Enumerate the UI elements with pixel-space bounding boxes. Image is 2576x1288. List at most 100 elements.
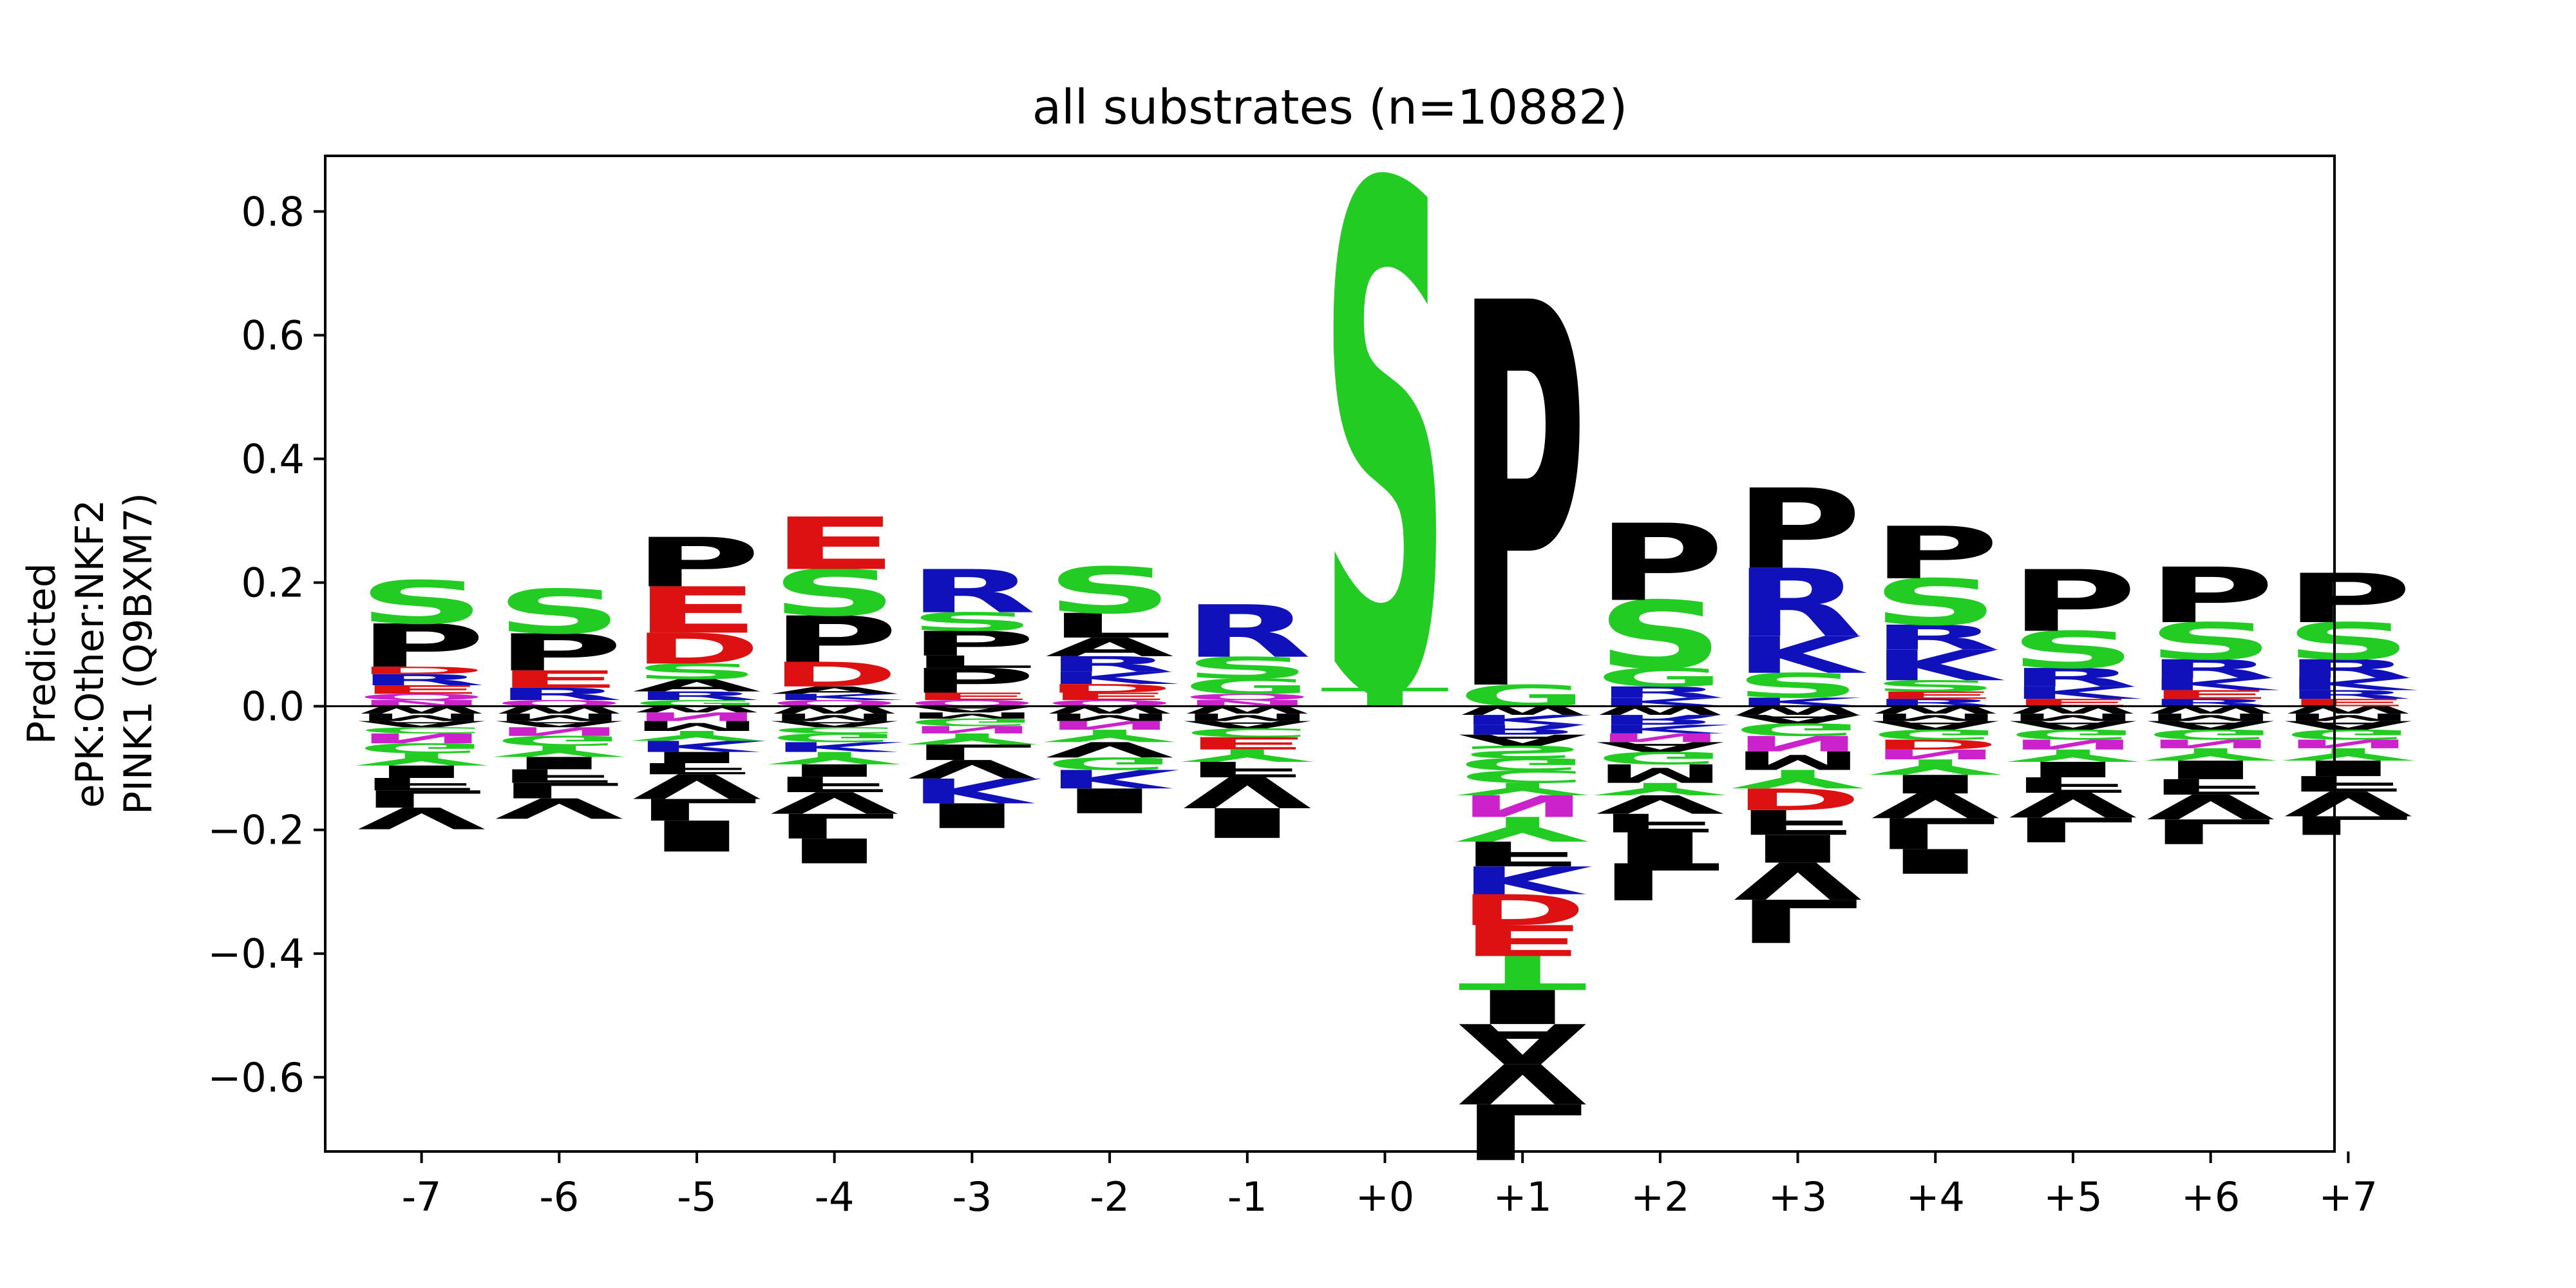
logo-glyph-letter: V	[2146, 786, 2275, 826]
logo-glyph-a: A	[1596, 739, 1724, 755]
logo-glyph-letter: Y	[2007, 746, 2140, 766]
logo-glyph-letter: M	[632, 718, 761, 734]
logo-glyph-k: K	[1734, 626, 1868, 685]
logo-glyph-letter: L	[1045, 606, 1173, 645]
logo-glyph-i: I	[632, 748, 761, 766]
logo-glyph-letter: R	[1871, 618, 2000, 658]
logo-glyph-letter: R	[632, 689, 761, 703]
logo-glyph-letter: V	[632, 766, 761, 806]
logo-glyph-k: K	[1458, 712, 1592, 728]
logo-glyph-letter: L	[2284, 810, 2412, 840]
logo-glyph-letter: G	[908, 716, 1036, 728]
logo-glyph-i: I	[1871, 769, 2000, 799]
logo-glyph-d: D	[1871, 736, 2000, 752]
logo-glyph-letter: I	[908, 795, 1036, 835]
logo-glyph-letter: Y	[2145, 744, 2277, 764]
logo-glyph-letter: N	[1871, 746, 2000, 762]
logo-glyph-letter: P	[908, 661, 1036, 701]
logo-glyph-letter: L	[2146, 811, 2275, 851]
logo-glyph-letter: V	[1871, 785, 2000, 824]
logo-glyph-s: S	[1321, 44, 1449, 852]
logo-glyph-f: F	[495, 765, 623, 787]
logo-glyph-letter: V	[1183, 767, 1311, 817]
x-tick-label: -5	[677, 1173, 717, 1220]
logo-glyph-p: P	[770, 603, 898, 677]
logo-glyph-l: L	[1871, 808, 2000, 858]
x-tick-label: -6	[539, 1173, 579, 1220]
logo-glyph-m: M	[2009, 711, 2137, 723]
logo-glyph-letter: M	[495, 711, 623, 723]
logo-glyph-e: E	[357, 683, 486, 696]
logo-glyph-y: Y	[1732, 764, 1864, 793]
logo-glyph-letter: M	[1183, 711, 1311, 723]
logo-glyph-s: S	[1596, 582, 1724, 690]
logo-glyph-e: E	[908, 690, 1036, 702]
logo-glyph-letter: I	[2009, 757, 2137, 781]
logo-glyph-v: V	[1734, 851, 1862, 910]
logo-glyph-letter: E	[908, 690, 1036, 702]
logo-glyph-s: S	[1871, 566, 2000, 640]
logo-glyph-l: L	[357, 785, 486, 813]
logo-glyph-letter: C	[357, 725, 486, 735]
logo-glyph-k: K	[1045, 764, 1179, 793]
logo-glyph-letter: Y	[1457, 809, 1589, 848]
logo-glyph-i: I	[1458, 979, 1586, 1033]
logo-glyph-letter: D	[1734, 781, 1862, 815]
logo-glyph-i: I	[632, 811, 761, 860]
logo-glyph-i: I	[1596, 822, 1724, 872]
logo-glyph-letter: L	[632, 792, 761, 826]
logo-glyph-letter: L	[908, 652, 1036, 672]
logo-glyph-letter: N	[1734, 731, 1862, 755]
logo-glyph-i: I	[1045, 781, 1173, 820]
logo-glyph-letter: I	[1045, 781, 1173, 820]
logo-glyph-letter: N	[2284, 737, 2412, 750]
logo-glyph-e: E	[1871, 689, 2000, 701]
logo-glyph-letter: L	[1871, 808, 2000, 858]
logo-glyph-letter: G	[495, 733, 623, 749]
logo-glyph-k: K	[770, 739, 904, 755]
logo-glyph-s: S	[1734, 667, 1862, 706]
logo-glyph-m: M	[1871, 711, 2000, 723]
logo-glyph-letter: K	[908, 770, 1041, 810]
logo-glyph-a: A	[2009, 718, 2137, 732]
logo-glyph-letter: R	[908, 557, 1036, 626]
logo-glyph-letter: Y	[1181, 746, 1314, 766]
logo-glyph-letter: S	[1871, 566, 2000, 640]
logo-glyph-a: A	[770, 719, 898, 729]
logo-glyph-letter: E	[2146, 688, 2275, 701]
logo-glyph-c: C	[1183, 726, 1311, 739]
logo-glyph-letter: N	[632, 710, 761, 723]
logo-glyph-c: C	[1458, 766, 1586, 786]
logo-glyph-letter: M	[908, 710, 1036, 720]
logo-glyph-s: S	[1458, 742, 1586, 762]
x-tick-label: -7	[402, 1173, 442, 1220]
logo-glyph-e: E	[2146, 688, 2275, 701]
logo-glyph-letter: Y	[1457, 779, 1589, 799]
logo-glyph-letter: S	[1045, 554, 1173, 628]
logo-glyph-m: M	[1045, 711, 1173, 723]
logo-glyph-a: A	[1183, 719, 1311, 730]
logo-glyph-g: G	[1596, 663, 1724, 692]
logo-glyph-letter: R	[1596, 683, 1724, 701]
logo-glyph-v: V	[908, 754, 1036, 784]
logo-glyph-l: L	[908, 739, 1036, 764]
logo-glyph-a: A	[632, 676, 761, 696]
logo-glyph-k: K	[1458, 857, 1592, 902]
logo-glyph-p: P	[2009, 553, 2137, 651]
logo-glyph-letter: N	[357, 730, 486, 746]
logo-glyph-letter: S	[2284, 612, 2412, 672]
logo-glyph-l: L	[908, 652, 1036, 672]
logo-glyph-l: L	[1734, 886, 1862, 954]
logo-glyph-g: G	[770, 730, 898, 744]
logo-glyph-letter: G	[1458, 754, 1586, 774]
logo-glyph-k: K	[1596, 722, 1730, 735]
logo-glyph-letter: S	[632, 659, 761, 684]
y-axis-label-line: Predicted	[19, 563, 64, 744]
logo-glyph-a: A	[495, 719, 623, 729]
logo-glyph-k: K	[2009, 683, 2142, 703]
logo-glyph-letter: K	[770, 692, 904, 702]
logo-glyph-letter: N	[495, 724, 623, 738]
logo-glyph-t: T	[1458, 945, 1586, 999]
logo-glyph-letter: T	[1321, 683, 1449, 712]
logo-glyph-letter: G	[770, 730, 898, 744]
